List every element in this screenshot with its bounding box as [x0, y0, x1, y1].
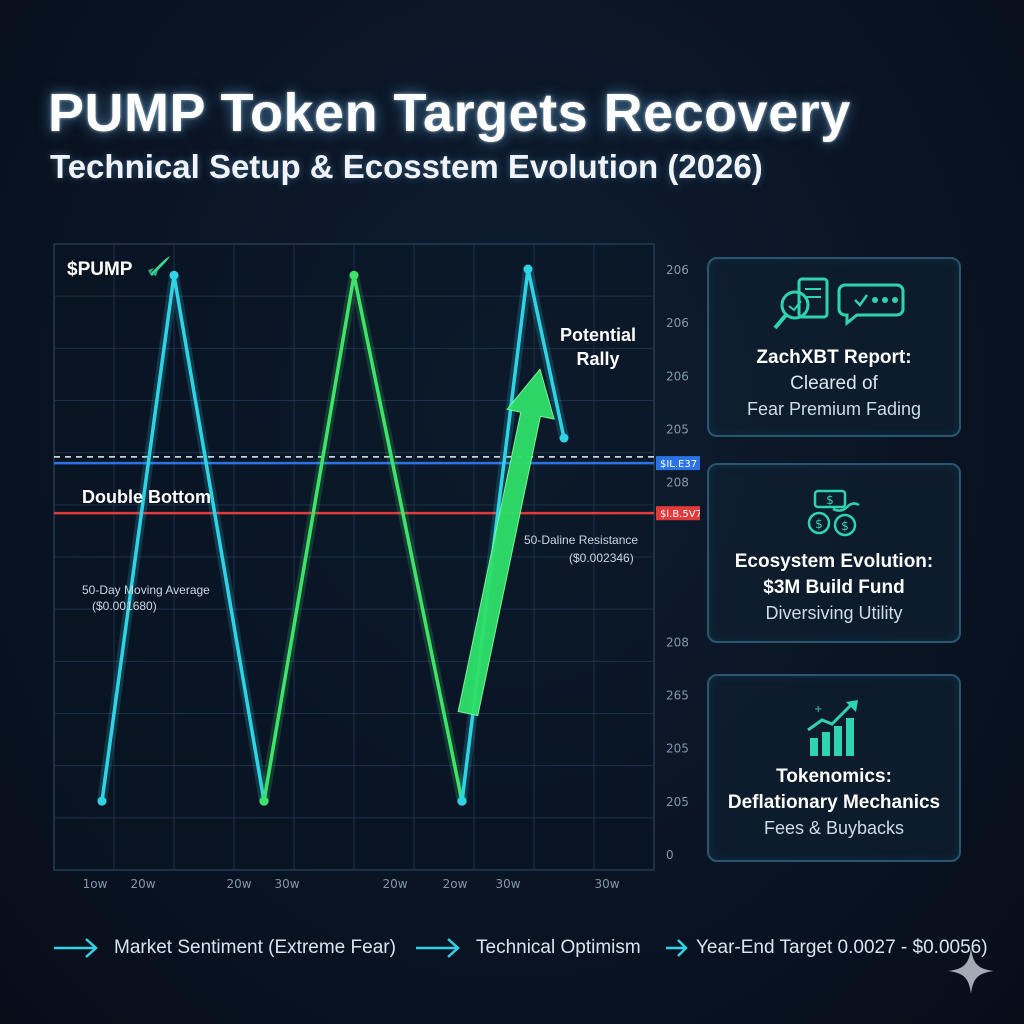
card-tokenomics: + Tokenomics: Deflationary Mechanics Fee… [707, 674, 961, 862]
page-subtitle: Technical Setup & Ecosstem Evolution (20… [50, 148, 763, 185]
moving-average-tag-text: $l.B.5V7 [660, 509, 700, 520]
footer-item-target: Year-End Target 0.0027 - $0.0056) [664, 934, 988, 962]
sparkle-icon [948, 948, 994, 994]
footer-label: Market Sentiment (Extreme Fear) [114, 937, 396, 958]
resistance-tag [656, 456, 700, 471]
chart-grid [53, 243, 655, 871]
card-subheading: Cleared of [790, 373, 878, 394]
x-tick-label: 20w [226, 877, 251, 891]
svg-text:$: $ [826, 493, 834, 507]
y-tick-label: 205 [666, 423, 689, 437]
report-chat-icon [773, 277, 905, 330]
x-tick-label: 30w [495, 877, 520, 891]
x-tick-label: 20w [130, 877, 155, 891]
y-tick-label: 206 [666, 316, 689, 330]
arrow-right-icon [54, 938, 98, 958]
growth-chart-icon: + [807, 700, 858, 756]
y-tick-label: 205 [666, 795, 689, 809]
data-point [457, 796, 467, 806]
page-title: PUMP Token Targets Recovery [48, 83, 851, 143]
resistance-tag-text: $IL.E37 [660, 459, 697, 470]
rocket-body [150, 256, 170, 276]
rocket-icon [148, 256, 170, 276]
card-heading: Ecosystem Evolution: [734, 551, 934, 572]
x-tick-label: 20w [382, 877, 407, 891]
card-heading: ZachXBT Report: [756, 347, 912, 368]
data-point [169, 270, 179, 280]
card-subheading: Deflationary Mechanics [727, 792, 941, 813]
x-tick-label: 1ow [83, 877, 108, 891]
price-chart: 206 206 206 205 208 208 265 205 205 0 1ow 20w 20w 30w… [53, 243, 700, 891]
data-point [523, 264, 533, 274]
resistance-label: 50-Daline Resistance [524, 533, 638, 547]
data-point [349, 270, 359, 280]
card-subheading: $3M Build Fund [763, 577, 905, 598]
card-detail: Diversiving Utility [765, 603, 903, 623]
svg-text:$: $ [815, 517, 823, 531]
resistance-value: ($0.002346) [569, 551, 634, 565]
potential-rally-label: Potential [560, 325, 636, 345]
x-tick-label: 30w [594, 877, 619, 891]
footer-item-optimism: Technical Optimism [414, 934, 641, 962]
chart-series [97, 264, 569, 806]
chart-title: $PUMP [67, 259, 133, 280]
double-bottom-label: Double Bottom [82, 487, 211, 507]
arrow-right-icon [416, 938, 460, 958]
chart-annotations: $PUMP Double Bottom Potential Rally 50-Dalin… [67, 256, 700, 613]
y-tick-label: 0 [666, 848, 674, 862]
chart-ticks: 206 206 206 205 208 208 265 205 205 0 1ow 20w 20w 30w… [83, 263, 689, 891]
card-detail: Fees & Buybacks [763, 818, 905, 838]
chart-levels [54, 456, 654, 515]
data-point [559, 433, 569, 443]
footer-label: Year-End Target 0.0027 - $0.0056) [696, 937, 988, 958]
footer-item-sentiment: Market Sentiment (Extreme Fear) [52, 934, 396, 962]
card-ecosystem-evolution: $ $ $ Ecosystem Evolution: $3M Build Fun… [707, 463, 961, 643]
data-point [97, 796, 107, 806]
card-heading: Tokenomics: [776, 766, 892, 787]
rally-arrow [457, 368, 555, 717]
card-detail: Fear Premium Fading [746, 399, 922, 419]
y-tick-label: 205 [666, 742, 689, 756]
moving-average-label: 50-Day Moving Average [82, 583, 210, 597]
x-tick-label: 2ow [443, 877, 468, 891]
y-tick-label: 206 [666, 369, 689, 383]
card-zachxbt-report: ZachXBT Report: Cleared of Fear Premium … [707, 257, 961, 437]
y-tick-label: 208 [666, 635, 689, 649]
y-tick-label: 206 [666, 263, 689, 277]
moving-average-value: ($0.001680) [92, 599, 157, 613]
x-tick-label: 30w [274, 877, 299, 891]
footer-label: Technical Optimism [476, 937, 641, 958]
coins-icon: $ $ $ [807, 489, 860, 537]
y-tick-label: 208 [666, 476, 689, 490]
data-point [259, 796, 269, 806]
y-tick-label: 265 [666, 688, 689, 702]
moving-average-tag [656, 506, 700, 521]
rocket-fin [148, 268, 158, 276]
potential-rally-label: Rally [576, 349, 619, 369]
svg-text:+: + [814, 704, 822, 715]
svg-text:$: $ [841, 519, 849, 533]
arrow-right-icon [666, 939, 688, 957]
